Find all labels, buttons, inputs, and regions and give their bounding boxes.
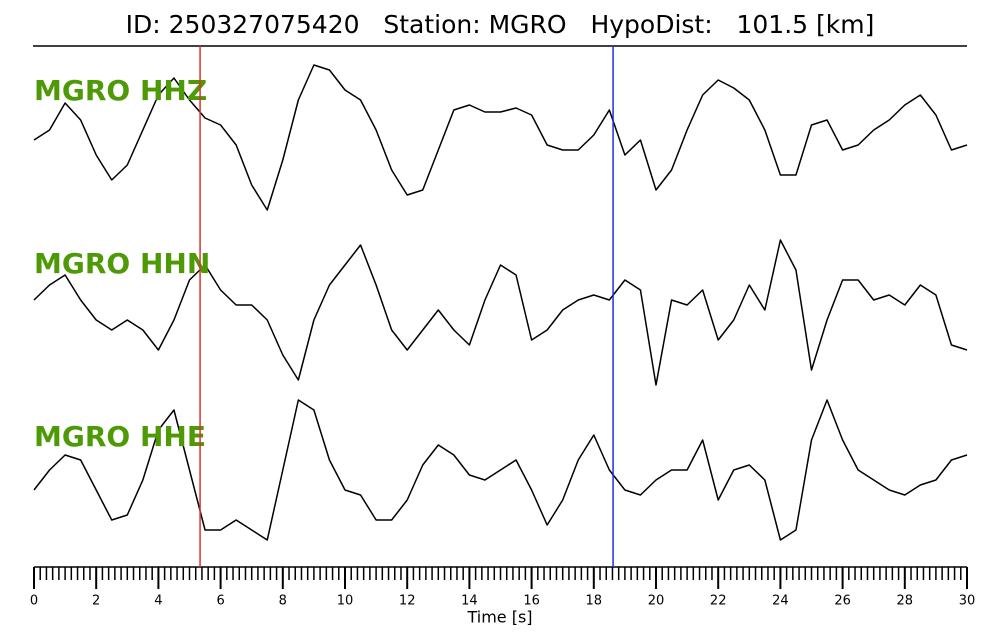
trace [33,64,968,211]
trace-label: MGRO HHE [34,420,206,453]
x-tick-label: 10 [337,594,354,609]
trace-label: MGRO HHZ [34,74,207,107]
x-tick-label: 4 [154,594,162,609]
x-tick-label: 14 [461,594,478,609]
x-tick-label: 20 [648,594,665,609]
trace [33,239,968,386]
x-tick-label: 0 [30,594,38,609]
trace-label: MGRO HHN [34,247,210,280]
x-tick-label: 6 [216,594,224,609]
x-tick-label: 2 [92,594,100,609]
x-tick-label: 26 [834,594,851,609]
x-tick-label: 30 [959,594,976,609]
x-tick-label: 12 [399,594,416,609]
chart-title: ID: 250327075420 Station: MGRO HypoDist:… [126,10,875,39]
trace [33,399,968,541]
x-tick-label: 16 [523,594,540,609]
x-axis-label: Time [s] [466,608,532,627]
x-tick-label: 8 [279,594,287,609]
x-tick-label: 24 [772,594,789,609]
x-tick-label: 22 [710,594,727,609]
x-tick-label: 18 [586,594,603,609]
x-tick-label: 28 [897,594,914,609]
